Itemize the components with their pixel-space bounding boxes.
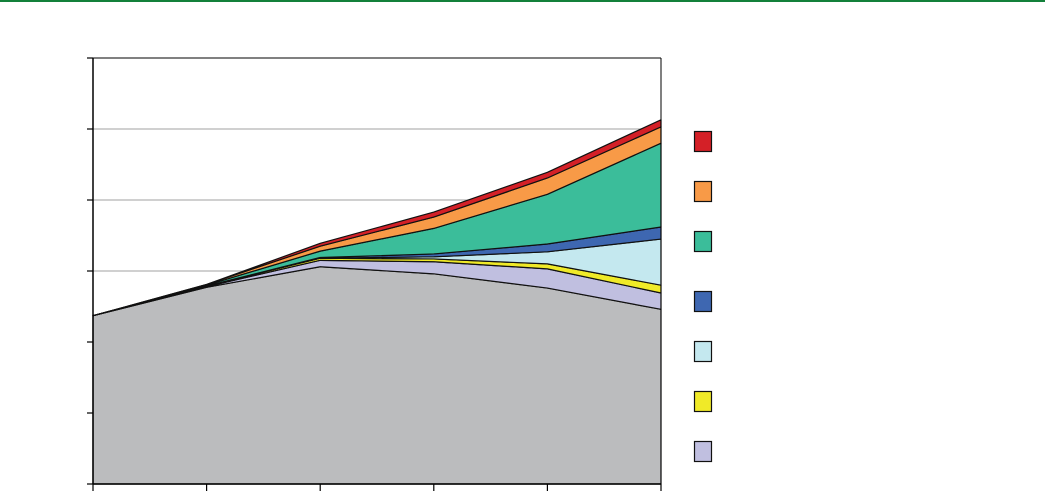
top-accent-bar [0, 0, 1045, 2]
legend-swatch-series-6 [693, 230, 713, 253]
legend-swatch-series-2 [693, 440, 713, 463]
area-series-1 [92, 266, 662, 485]
legend-swatch-series-7 [693, 180, 713, 203]
legend-swatch-series-5 [693, 290, 713, 313]
legend-swatch-series-3 [693, 390, 713, 413]
legend-swatch-series-8 [693, 130, 713, 153]
legend-swatch-series-4 [693, 340, 713, 363]
